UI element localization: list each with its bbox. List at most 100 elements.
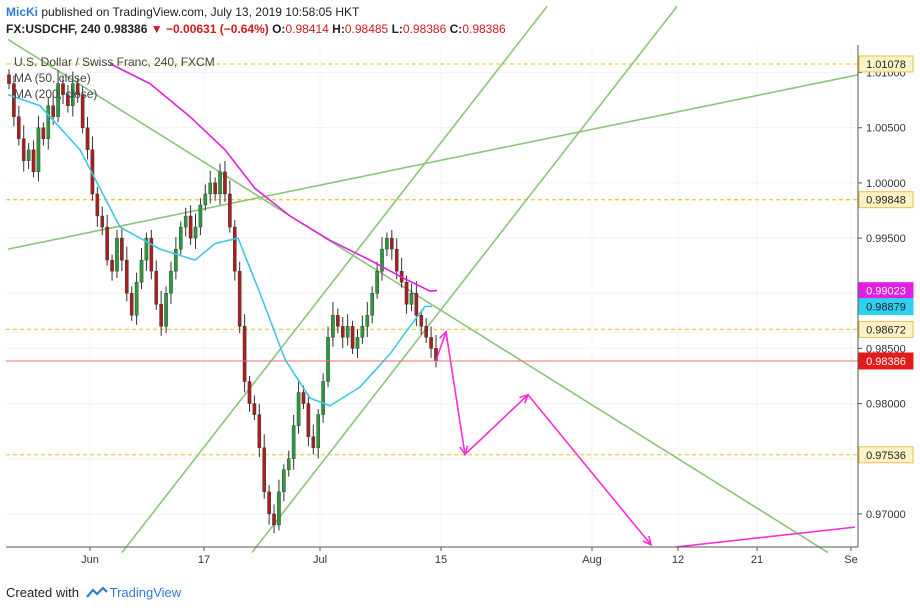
- price-tag-box: [858, 298, 914, 316]
- projection-arrowhead: [519, 393, 530, 404]
- candle-body: [414, 293, 419, 316]
- price-tag-box: [858, 446, 914, 464]
- candle-body: [66, 94, 70, 106]
- x-tick-label: Se: [844, 554, 857, 566]
- moving-averages: [7, 63, 438, 407]
- candle-body: [193, 226, 198, 239]
- candle-body: [390, 237, 394, 250]
- tradingview-brand[interactable]: TradingView: [109, 585, 182, 600]
- trendline: [251, 5, 678, 554]
- y-tick-label: 0.98000: [866, 399, 906, 411]
- x-tick-label: 15: [435, 554, 447, 566]
- candle-body: [296, 392, 301, 426]
- candle-body: [36, 127, 41, 173]
- close-label: C:: [449, 22, 463, 36]
- candle-body: [321, 381, 325, 415]
- price-tag-label: 0.98386: [866, 356, 906, 368]
- candle-body: [355, 337, 360, 349]
- candle-body: [257, 414, 262, 448]
- candle-body: [380, 248, 384, 272]
- publish-info: MicKi published on TradingView.com, July…: [6, 5, 359, 19]
- candle-body: [61, 83, 65, 95]
- price-tags: 1.01078 0.99848 0.99023 0.98879 0.98672 0.983…: [858, 55, 914, 464]
- candle-body: [100, 215, 105, 228]
- low-label: L:: [391, 22, 403, 36]
- candle-body: [213, 182, 217, 195]
- candle-body: [247, 381, 252, 404]
- trendline: [121, 5, 548, 554]
- projection-arrowhead: [439, 330, 448, 341]
- x-tick-label: Jul: [313, 554, 327, 566]
- y-tick-label: 0.99500: [866, 233, 906, 245]
- open-value: 0.98414: [285, 22, 329, 36]
- y-tick-label: 1.00000: [866, 178, 906, 190]
- candle-body: [228, 193, 232, 228]
- price-tag-label: 0.98879: [866, 302, 906, 314]
- candle-body: [370, 293, 374, 316]
- legend-ma200[interactable]: MA (200, close): [14, 87, 97, 101]
- candle-body: [85, 127, 90, 151]
- candle-body: [120, 237, 124, 261]
- candle-body: [262, 447, 267, 493]
- candle-body: [159, 304, 163, 327]
- projection-arrows[interactable]: [435, 330, 856, 548]
- candle-body: [232, 226, 237, 272]
- publish-text: published on TradingView.com, July 13, 2…: [41, 5, 360, 19]
- legend-instrument: U.S. Dollar / Swiss Franc, 240, FXCM: [14, 55, 215, 69]
- candle-body: [252, 403, 257, 415]
- price-tag-box: [858, 191, 914, 209]
- candle-body: [419, 315, 424, 327]
- candle-body: [105, 226, 109, 261]
- price-tag-label: 0.97536: [866, 450, 906, 462]
- candle-body: [80, 94, 85, 128]
- x-tick-label: 17: [198, 554, 210, 566]
- candle-body: [115, 237, 119, 272]
- candle-body: [365, 315, 370, 327]
- candle-body: [154, 270, 159, 305]
- candle-body: [139, 259, 144, 283]
- candle-body: [12, 83, 16, 117]
- down-arrow-icon: ▼: [150, 22, 163, 36]
- low-value: 0.98386: [402, 22, 447, 36]
- candle-body: [340, 326, 345, 338]
- candle-body: [164, 293, 168, 327]
- candle-body: [326, 337, 330, 382]
- x-tick-label: 21: [751, 554, 763, 566]
- candle-body: [218, 171, 222, 195]
- footer: Created with TradingView: [6, 585, 181, 601]
- candle-body: [198, 204, 203, 228]
- candle-body: [71, 83, 75, 106]
- open-label: O:: [272, 22, 286, 36]
- candle-body: [316, 414, 321, 448]
- candle-body: [336, 315, 340, 327]
- candle-body: [124, 259, 129, 294]
- high-value: 0.98485: [344, 22, 389, 36]
- candle-body: [188, 215, 193, 239]
- author-name[interactable]: MicKi: [6, 5, 39, 19]
- candle-body: [267, 491, 271, 515]
- candle-body: [95, 193, 100, 217]
- candle-body: [203, 193, 208, 206]
- candle-body: [360, 326, 365, 338]
- candle-body: [41, 127, 46, 139]
- candle-body: [429, 337, 433, 349]
- candle-body: [282, 469, 286, 493]
- candle-body: [291, 425, 296, 459]
- candle-body: [404, 282, 409, 305]
- price-tag-box: [858, 320, 914, 338]
- x-tick-label: Aug: [582, 554, 602, 566]
- price-tag-box: [858, 352, 914, 370]
- symbol-label[interactable]: FX:USDCHF, 240: [6, 22, 101, 36]
- y-tick-label: 0.97000: [866, 509, 906, 521]
- candle-body: [208, 182, 213, 195]
- candle-body: [75, 83, 80, 95]
- candle-body: [7, 74, 11, 84]
- time-axis[interactable]: Jun 17 Jul 15 Aug 12 21 Se: [81, 547, 858, 566]
- legend-ma50[interactable]: MA (50, close): [14, 71, 91, 85]
- projection-arrowhead: [459, 445, 469, 457]
- candle-body: [169, 270, 173, 294]
- price-tag-label: 0.99023: [866, 286, 906, 298]
- candle-body: [178, 226, 183, 250]
- candle-body: [272, 513, 276, 526]
